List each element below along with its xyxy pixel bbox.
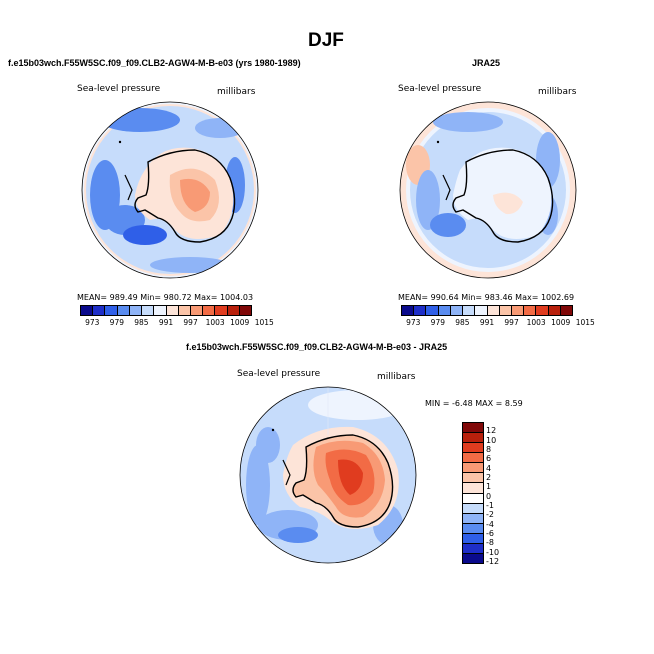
colorbar-swatch xyxy=(463,493,483,504)
diff-field-label: Sea-level pressure xyxy=(237,369,321,379)
colorbar-swatch xyxy=(463,443,483,454)
diff-polar-map xyxy=(239,386,417,564)
colorbar-tick-label: -8 xyxy=(486,538,494,548)
diff-panel-header: f.e15b03wch.F55W5SC.f09_f09.CLB2-AGW4-M-… xyxy=(186,342,448,352)
diff-stats: MIN = -6.48 MAX = 8.59 xyxy=(425,399,523,408)
colorbar-tick-label: 0 xyxy=(486,491,492,501)
colorbar-swatch xyxy=(129,306,143,315)
colorbar-swatch xyxy=(463,423,483,434)
colorbar-swatch xyxy=(450,306,464,315)
colorbar-swatch xyxy=(463,523,483,534)
colorbar-swatch xyxy=(166,306,179,315)
colorbar-tick-label: 10 xyxy=(486,435,497,445)
colorbar-tick-label: -4 xyxy=(486,519,494,529)
diff-colorbar xyxy=(462,422,484,564)
colorbar-swatch xyxy=(81,306,94,315)
colorbar-tick-label: 997 xyxy=(504,318,519,327)
colorbar-swatch xyxy=(511,306,525,315)
obs-polar-map xyxy=(399,101,577,279)
colorbar-swatch xyxy=(93,306,106,315)
colorbar-swatch xyxy=(402,306,415,315)
colorbar-tick-label: 1009 xyxy=(230,318,250,327)
colorbar-swatch xyxy=(438,306,451,315)
model-colorbar xyxy=(80,305,252,316)
colorbar-swatch xyxy=(463,453,483,464)
colorbar-swatch xyxy=(105,306,118,315)
colorbar-tick-label: -12 xyxy=(486,557,500,566)
colorbar-swatch xyxy=(239,306,252,315)
colorbar-swatch xyxy=(463,513,483,524)
colorbar-swatch xyxy=(536,306,549,315)
colorbar-swatch xyxy=(487,306,500,315)
colorbar-swatch xyxy=(463,533,483,544)
colorbar-swatch xyxy=(463,473,483,484)
colorbar-swatch xyxy=(463,503,483,514)
obs-colorbar-ticks: 973 979 985 991 997 1003 1009 1015 xyxy=(401,318,595,328)
colorbar-swatch xyxy=(463,306,476,315)
colorbar-tick-label: 1003 xyxy=(526,318,546,327)
obs-colorbar xyxy=(401,305,573,316)
obs-panel-header: JRA25 xyxy=(472,58,501,68)
colorbar-swatch xyxy=(463,554,483,564)
colorbar-tick-label: 985 xyxy=(455,318,470,327)
colorbar-swatch xyxy=(117,306,130,315)
colorbar-tick-label: 1009 xyxy=(551,318,571,327)
colorbar-tick-label: 6 xyxy=(486,454,492,464)
colorbar-tick-label: 991 xyxy=(479,318,495,327)
colorbar-tick-label: 985 xyxy=(134,318,149,327)
model-field-label: Sea-level pressure xyxy=(77,84,161,94)
colorbar-tick-label: -6 xyxy=(486,529,494,538)
colorbar-swatch xyxy=(475,306,488,315)
page-title: DJF xyxy=(308,30,344,51)
colorbar-swatch xyxy=(499,306,512,315)
obs-units-label: millibars xyxy=(538,87,577,97)
colorbar-swatch xyxy=(142,306,155,315)
colorbar-tick-label: 8 xyxy=(486,445,492,454)
colorbar-tick-label: 973 xyxy=(406,318,421,327)
colorbar-tick-label: 979 xyxy=(430,318,446,327)
colorbar-swatch xyxy=(548,306,561,315)
colorbar-tick-label: 12 xyxy=(486,426,497,436)
colorbar-swatch xyxy=(463,433,483,444)
colorbar-swatch xyxy=(463,483,483,494)
model-stats: MEAN= 989.49 Min= 980.72 Max= 1004.03 xyxy=(77,293,254,302)
colorbar-swatch xyxy=(524,306,537,315)
colorbar-tick-label: 997 xyxy=(183,318,198,327)
colorbar-swatch xyxy=(426,306,439,315)
colorbar-swatch xyxy=(190,306,204,315)
model-colorbar-ticks: 973 979 985 991 997 1003 1009 1015 xyxy=(80,318,274,328)
colorbar-tick-label: -1 xyxy=(486,501,494,510)
colorbar-tick-label: 1015 xyxy=(254,318,274,327)
colorbar-tick-label: 979 xyxy=(109,318,125,327)
colorbar-swatch xyxy=(154,306,167,315)
diff-colorbar-ticks: 12 10 8 6 4 2 1 0 -1 -2 -4 -6 -8 -10 -12 xyxy=(486,422,516,566)
colorbar-swatch xyxy=(560,306,573,315)
colorbar-tick-label: 1 xyxy=(486,482,492,492)
colorbar-swatch xyxy=(227,306,240,315)
obs-stats: MEAN= 990.64 Min= 983.46 Max= 1002.69 xyxy=(398,293,575,302)
colorbar-tick-label: 973 xyxy=(85,318,100,327)
colorbar-swatch xyxy=(178,306,191,315)
model-units-label: millibars xyxy=(217,87,256,97)
obs-field-label: Sea-level pressure xyxy=(398,84,482,94)
colorbar-swatch xyxy=(215,306,228,315)
diff-units-label: millibars xyxy=(377,372,416,382)
colorbar-tick-label: -2 xyxy=(486,510,494,520)
colorbar-swatch xyxy=(463,463,483,474)
colorbar-swatch xyxy=(463,543,483,555)
colorbar-tick-label: 1015 xyxy=(575,318,595,327)
model-panel-header: f.e15b03wch.F55W5SC.f09_f09.CLB2-AGW4-M-… xyxy=(8,58,301,68)
model-polar-map xyxy=(81,101,259,279)
colorbar-tick-label: 991 xyxy=(158,318,174,327)
colorbar-tick-label: -10 xyxy=(486,547,500,557)
colorbar-tick-label: 4 xyxy=(486,463,492,473)
colorbar-tick-label: 2 xyxy=(486,473,492,482)
colorbar-swatch xyxy=(203,306,216,315)
colorbar-tick-label: 1003 xyxy=(205,318,225,327)
colorbar-swatch xyxy=(414,306,427,315)
